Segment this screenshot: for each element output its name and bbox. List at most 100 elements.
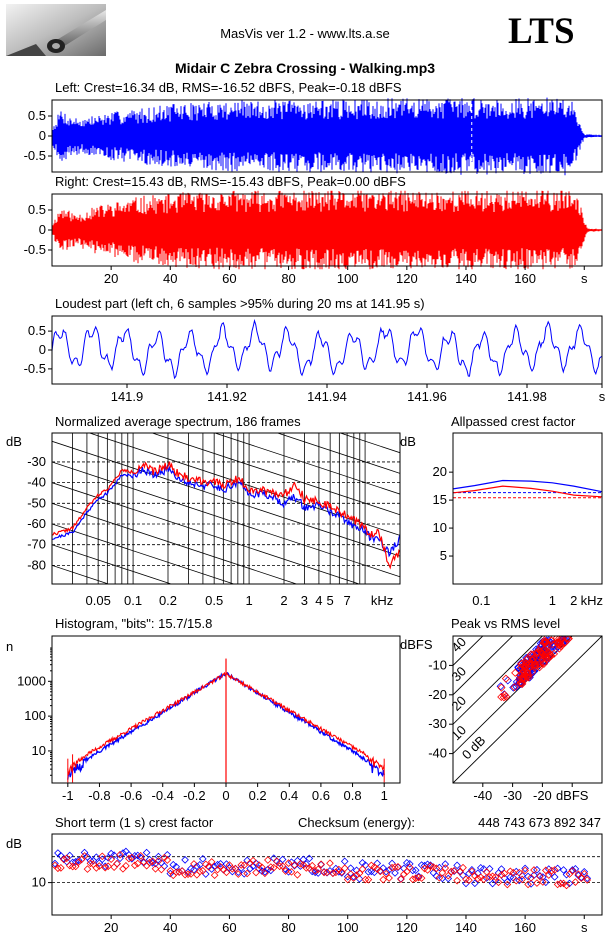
spectrum-slope-line: [52, 440, 400, 557]
checksum-label: Checksum (energy):: [298, 815, 415, 830]
crest-point: [113, 859, 121, 868]
crest-point: [400, 870, 408, 879]
scatter-point: [542, 643, 552, 652]
spectrum-y-label: -60: [27, 516, 46, 531]
crest-point: [98, 852, 107, 861]
waveform-left-y-label: 0: [39, 128, 46, 143]
spectrum-x-label: 0.05: [86, 593, 111, 608]
crest-point: [536, 872, 544, 880]
waveform-x-label: 20: [104, 271, 118, 286]
spectrum-slope-line: [52, 544, 173, 584]
crest-point: [243, 869, 251, 878]
peak-vs-rms-frame: [452, 635, 603, 784]
scatter-point: [542, 637, 551, 646]
crest-point: [104, 853, 113, 862]
crest-point: [65, 851, 74, 860]
crest-point: [503, 880, 512, 889]
crest-point: [83, 865, 92, 873]
scatter-point: [532, 649, 542, 658]
crest-point: [349, 874, 358, 882]
crest-point: [536, 872, 544, 881]
crest-point: [515, 868, 524, 877]
crest-point: [468, 867, 476, 876]
crest-point: [305, 854, 314, 863]
loudest-y-label: 0: [39, 342, 46, 357]
crest-point: [148, 857, 157, 866]
crest-point: [246, 864, 254, 873]
spectrum-slope-line: [276, 433, 400, 474]
crest-point: [296, 860, 305, 868]
crest-point: [335, 865, 343, 874]
crest-point: [512, 876, 521, 885]
crest-point: [506, 867, 515, 876]
crest-point: [314, 865, 322, 874]
crest-point: [397, 875, 405, 884]
crest-point: [583, 874, 592, 883]
peak-vs-rms-plot: [453, 636, 602, 783]
histogram-x-label: 0.2: [249, 788, 267, 803]
crest-point: [74, 856, 83, 865]
waveform-right-y-label: 0.5: [28, 202, 46, 217]
histogram-y-label: 1000: [17, 673, 46, 688]
waveform-left-trace: [52, 97, 602, 176]
crest-point: [426, 861, 435, 869]
waveform-left-y-label: -0.5: [24, 148, 46, 163]
crest-point: [326, 867, 334, 875]
crest-point: [175, 868, 183, 876]
crest-point: [376, 866, 385, 875]
waveform-x-label: 60: [222, 271, 236, 286]
crest-point: [249, 862, 257, 870]
histogram-x-label: -0.4: [152, 788, 174, 803]
waveform-right-title: Right: Crest=15.43 dB, RMS=-15.43 dBFS, …: [55, 174, 406, 189]
crest-point: [382, 869, 390, 878]
crest-point: [583, 876, 592, 884]
crest-point: [281, 867, 290, 875]
crest-point: [385, 874, 393, 882]
spectrum-y-label: -70: [27, 537, 46, 552]
scatter-point: [519, 674, 528, 683]
loudest-x-label: 141.9: [111, 389, 144, 404]
short-term-x-label: 160: [514, 920, 536, 935]
crest-point: [391, 869, 399, 877]
allpass-series-line: [452, 485, 603, 498]
waveform-x-label: 80: [281, 271, 295, 286]
crest-point: [290, 861, 299, 869]
spectrum-slope-line: [339, 433, 400, 454]
crest-point: [530, 871, 538, 880]
scatter-point: [532, 648, 542, 657]
short-term-ylabel: dB: [6, 836, 22, 851]
allpass-x-label: 1: [549, 593, 556, 608]
waveform-x-label: 40: [163, 271, 177, 286]
crest-point: [169, 860, 178, 869]
crest-point: [207, 865, 216, 873]
crest-point: [382, 867, 390, 876]
crest-point: [249, 856, 257, 865]
scatter-point: [520, 671, 530, 680]
crest-point: [329, 869, 337, 878]
crest-point: [136, 852, 145, 860]
brand-logo-text: LTS: [508, 11, 575, 52]
crest-point: [521, 864, 529, 873]
crest-point: [287, 868, 296, 876]
crest-point: [340, 864, 349, 873]
crest-point: [187, 870, 195, 878]
scatter-point: [501, 674, 511, 683]
crest-point: [530, 866, 538, 874]
scatter-point: [531, 661, 540, 670]
crest-point: [494, 878, 503, 887]
histogram-x-label: 1: [381, 788, 388, 803]
crest-point: [500, 869, 509, 878]
waveform-x-label: 100: [337, 271, 359, 286]
waveform-x-label: 140: [455, 271, 477, 286]
histogram-y-label: 100: [24, 708, 46, 723]
crest-point: [92, 853, 101, 861]
short-term-frame: [51, 833, 603, 916]
crest-point: [293, 870, 302, 879]
crest-point: [255, 861, 263, 869]
crest-point: [367, 861, 376, 870]
crest-point: [104, 862, 113, 871]
crest-diagonal-line: [453, 636, 602, 783]
crest-point: [518, 875, 526, 884]
crest-diagonal-label: 20: [448, 693, 469, 714]
histogram-title: Histogram, "bits": 15.7/15.8: [55, 616, 212, 631]
